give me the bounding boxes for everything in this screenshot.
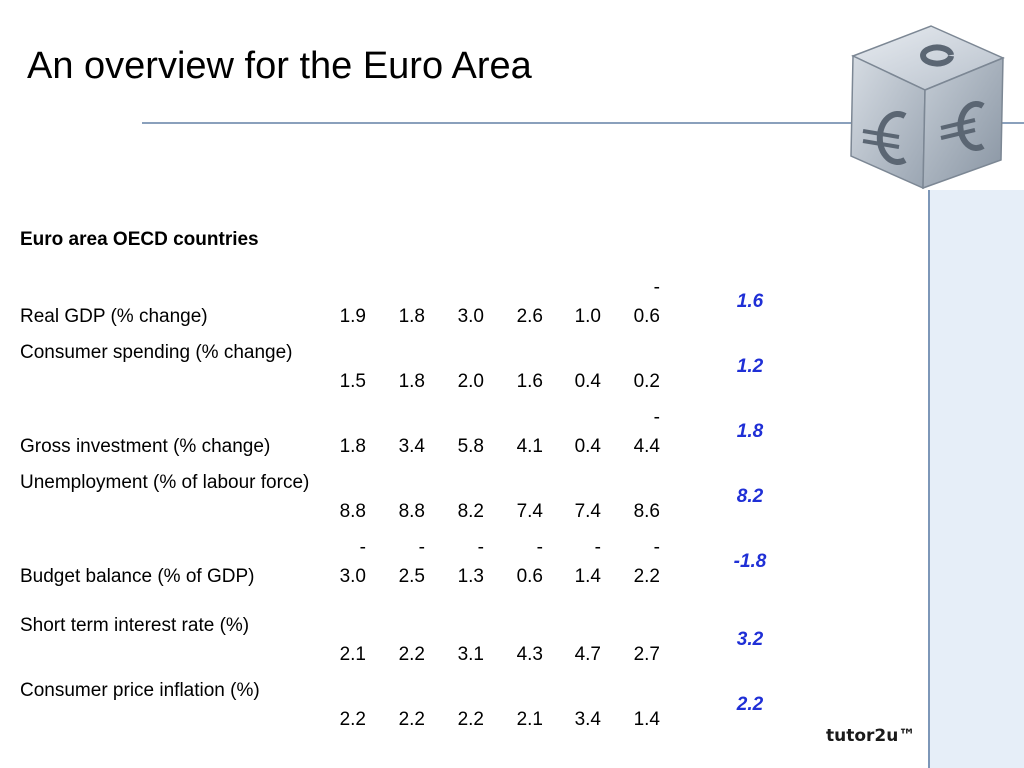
- value-cell: 4.3: [516, 644, 543, 665]
- value-cell: 7.4: [574, 501, 601, 522]
- side-panel: [930, 190, 1024, 768]
- value-cell: 0.2: [633, 371, 660, 392]
- value-cell: 3.4: [398, 436, 425, 457]
- value-cell: 1.6: [516, 371, 543, 392]
- value-cell: 2.6: [516, 306, 543, 327]
- value-cell: 1.0: [574, 306, 601, 327]
- forecast-cell: 3.2: [736, 629, 764, 650]
- value-cell: - 0.6: [516, 537, 543, 587]
- value-cell: - 3.0: [339, 537, 366, 587]
- value-cell: - 1.4: [574, 537, 601, 587]
- value-cell: 3.0: [457, 306, 484, 327]
- value-cell: 3.1: [457, 644, 484, 665]
- forecast-cell: -1.8: [733, 551, 767, 572]
- row-label: Consumer spending (% change): [20, 342, 293, 363]
- value-cell: 2.1: [339, 644, 366, 665]
- value-cell: 7.4: [516, 501, 543, 522]
- forecast-cell: 8.2: [736, 486, 764, 507]
- value-cell: 0.4: [574, 371, 601, 392]
- row-label: Real GDP (% change): [20, 306, 208, 327]
- forecast-cell: 1.2: [736, 356, 764, 377]
- value-cell: - 0.6: [633, 277, 660, 327]
- table-heading: Euro area OECD countries: [20, 229, 259, 250]
- value-cell: 1.4: [633, 709, 660, 730]
- row-label: Consumer price inflation (%): [20, 680, 260, 701]
- side-panel-border: [928, 190, 930, 768]
- brand-logo: tutor2u™: [826, 726, 916, 746]
- value-cell: 2.2: [398, 709, 425, 730]
- value-cell: 2.2: [457, 709, 484, 730]
- value-cell: 8.2: [457, 501, 484, 522]
- value-cell: 1.8: [398, 306, 425, 327]
- row-label: Unemployment (% of labour force): [20, 472, 310, 493]
- value-cell: 4.1: [516, 436, 543, 457]
- value-cell: 2.2: [339, 709, 366, 730]
- value-cell: - 2.2: [633, 537, 660, 587]
- row-label: Gross investment (% change): [20, 436, 271, 457]
- slide-title: An overview for the Euro Area: [27, 45, 532, 87]
- value-cell: 3.4: [574, 709, 601, 730]
- value-cell: 2.7: [633, 644, 660, 665]
- value-cell: 8.8: [339, 501, 366, 522]
- value-cell: - 4.4: [633, 407, 660, 457]
- forecast-cell: 1.6: [736, 291, 764, 312]
- row-label: Short term interest rate (%): [20, 615, 250, 636]
- forecast-cell: 2.2: [736, 694, 764, 715]
- value-cell: 0.4: [574, 436, 601, 457]
- value-cell: 8.8: [398, 501, 425, 522]
- value-cell: - 1.3: [457, 537, 484, 587]
- value-cell: 1.5: [339, 371, 366, 392]
- euro-cube-icon: [850, 25, 1005, 190]
- value-cell: 1.9: [339, 306, 366, 327]
- row-label: Budget balance (% of GDP): [20, 566, 255, 587]
- value-cell: - 2.5: [398, 537, 425, 587]
- value-cell: 1.8: [339, 436, 366, 457]
- value-cell: 5.8: [457, 436, 484, 457]
- value-cell: 2.0: [457, 371, 484, 392]
- forecast-cell: 1.8: [736, 421, 764, 442]
- value-cell: 2.1: [516, 709, 543, 730]
- value-cell: 1.8: [398, 371, 425, 392]
- value-cell: 8.6: [633, 501, 660, 522]
- value-cell: 2.2: [398, 644, 425, 665]
- value-cell: 4.7: [574, 644, 601, 665]
- title-divider: [142, 122, 1024, 124]
